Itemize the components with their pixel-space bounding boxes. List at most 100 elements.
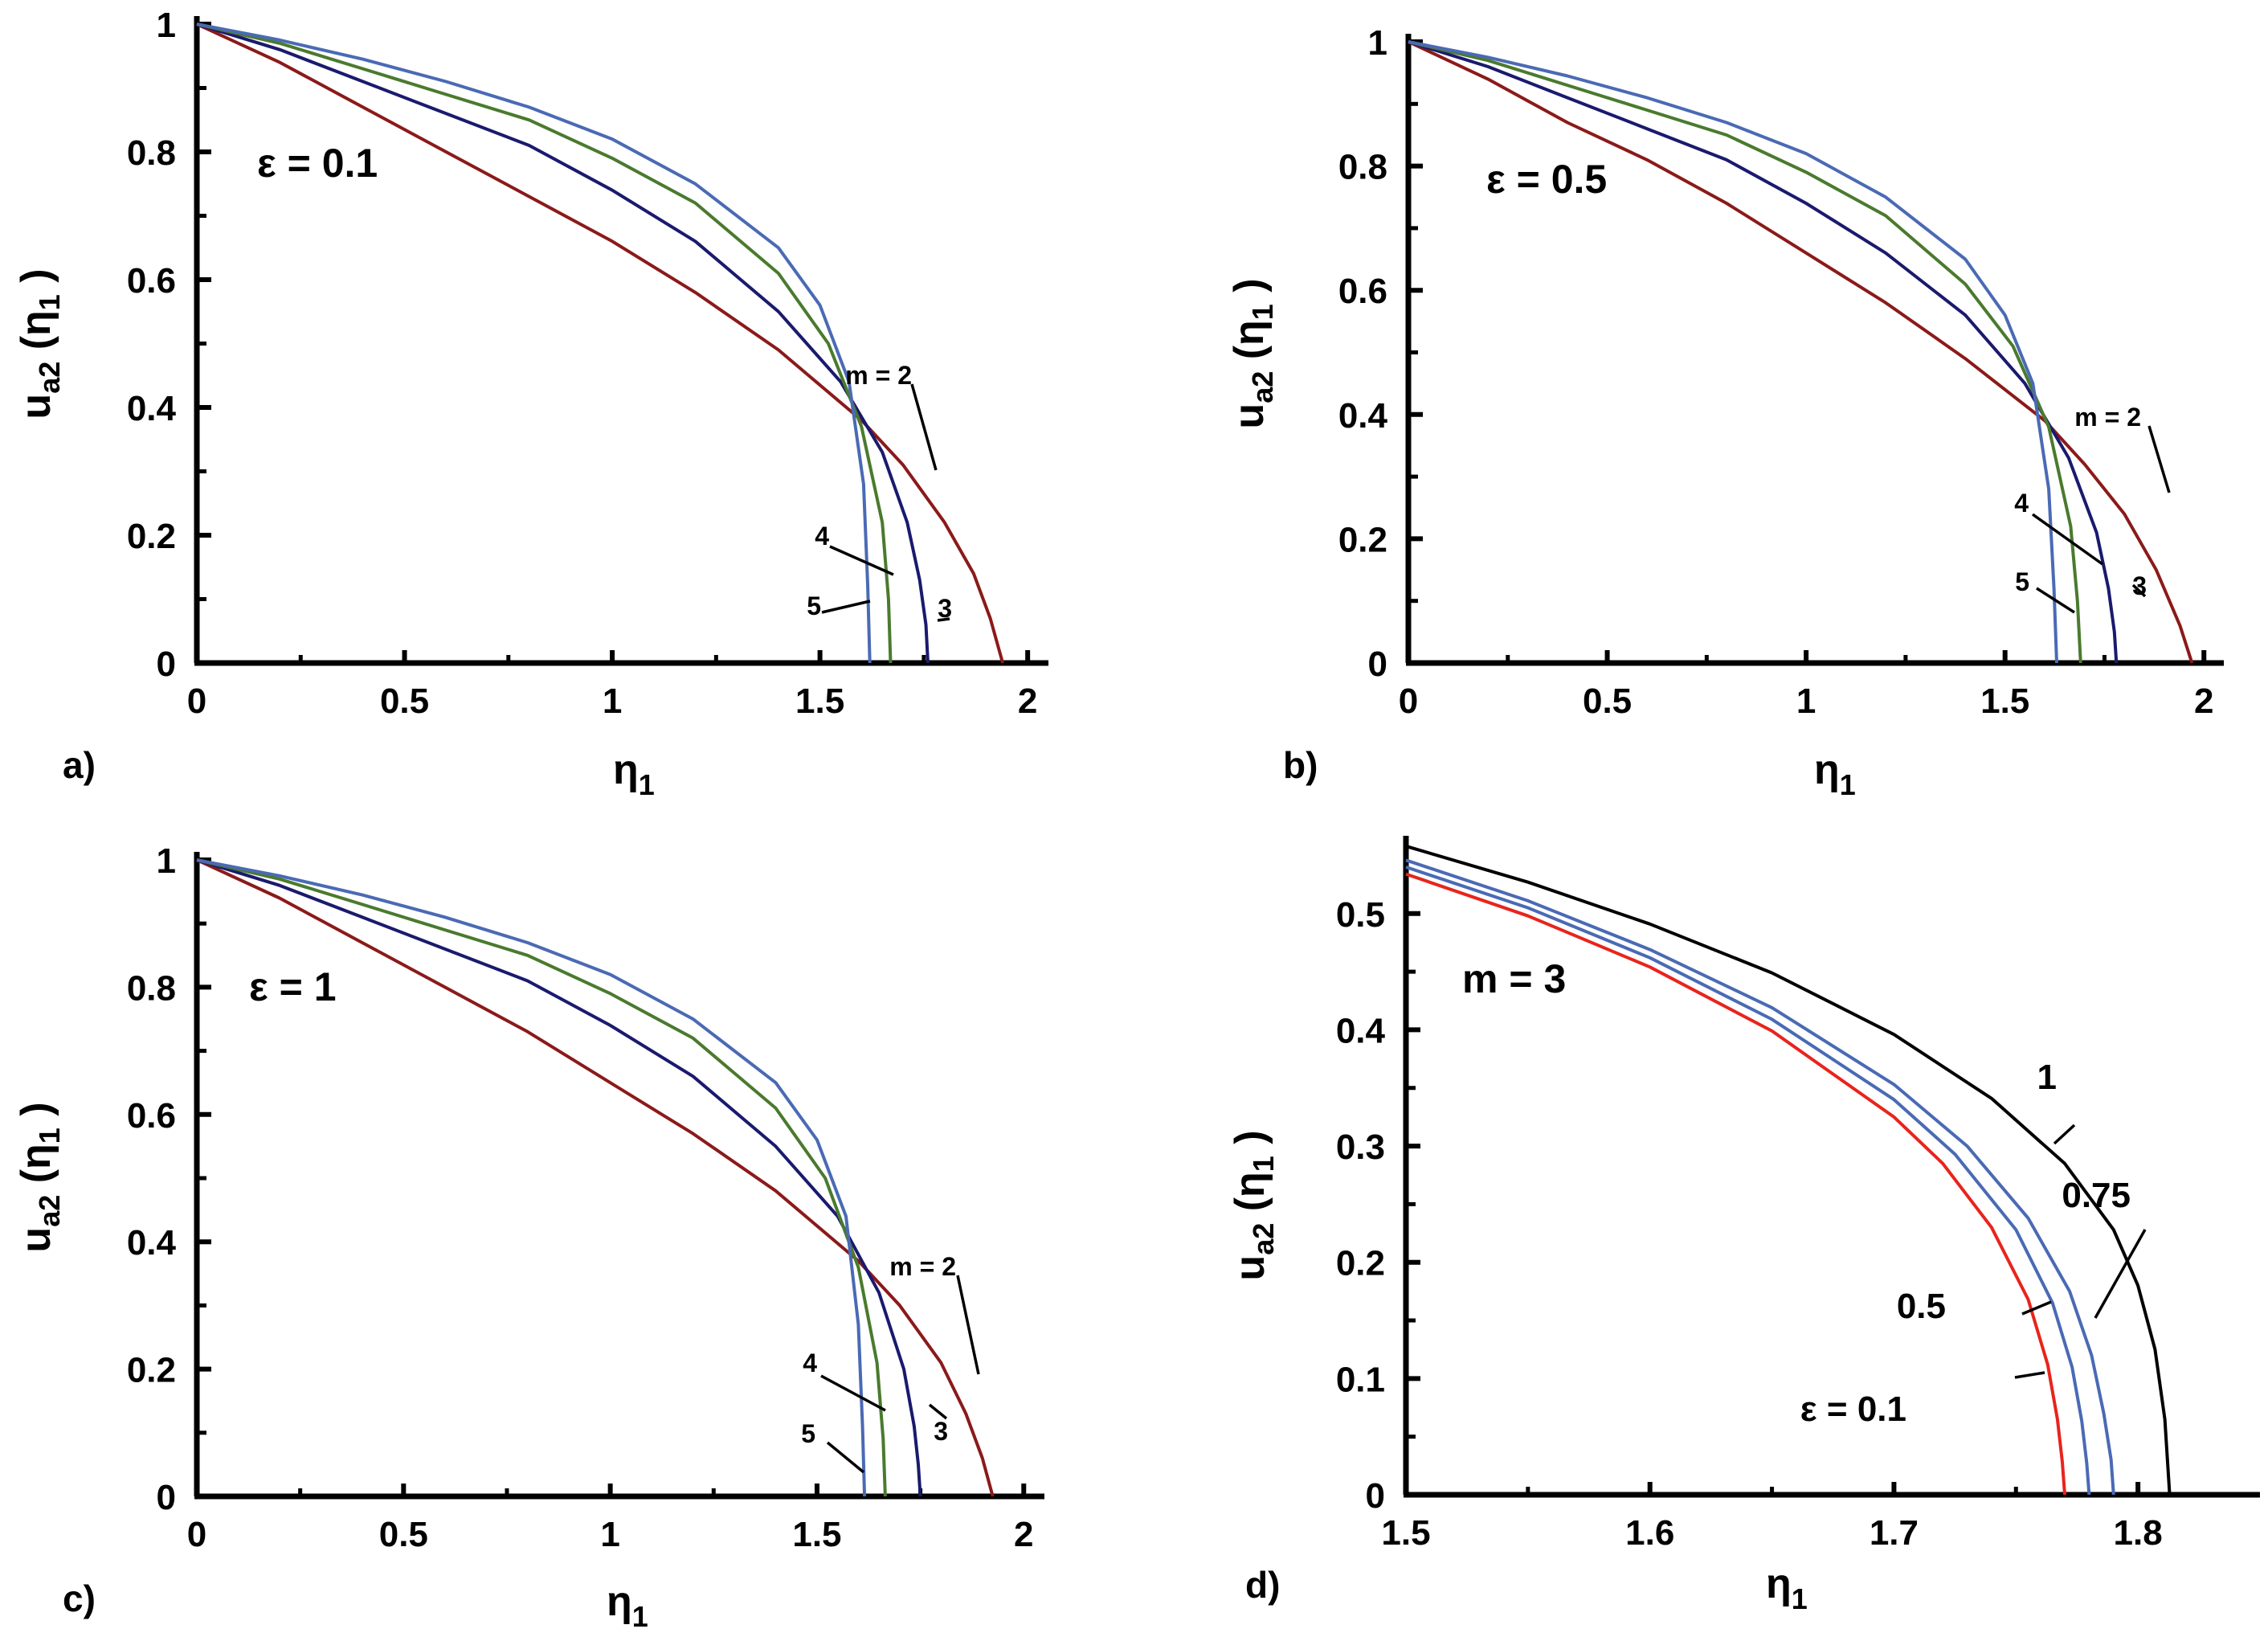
y-axis-label-part: 1	[1247, 1156, 1280, 1172]
curve-label-leader	[2021, 1300, 2052, 1316]
x-axis-label: η1	[1814, 747, 1856, 801]
y-axis-label-part: 1	[1246, 304, 1279, 320]
series-line-2	[1405, 858, 2115, 1496]
curve-label-leader	[821, 600, 871, 614]
y-tick-label: 0.6	[127, 1096, 176, 1136]
series-line-1	[1405, 844, 2172, 1496]
series-line-3	[1408, 40, 2082, 664]
y-axis-label-part: a2	[33, 1195, 66, 1227]
x-axis-label-main: η	[1766, 1561, 1792, 1607]
x-tick-label: 0	[1399, 681, 1418, 721]
y-tick-label: 0.2	[127, 517, 176, 556]
series-line-3	[196, 858, 887, 1497]
y-tick-label: 0.4	[127, 1223, 177, 1263]
y-axis-label-part: u	[1226, 403, 1273, 429]
x-tick-label: 1.8	[2114, 1513, 2163, 1553]
x-tick-label: 0.5	[380, 681, 429, 721]
curve-label: 1	[2037, 1058, 2057, 1097]
y-axis-label-part: u	[1227, 1255, 1273, 1281]
y-tick-label: 0.4	[1338, 396, 1388, 436]
curve-label-leader	[2147, 425, 2171, 493]
curve-label: 3	[2132, 571, 2147, 600]
curve-label: 4	[803, 1349, 817, 1377]
y-axis-label-part: u	[13, 394, 59, 420]
y-tick-label: 1	[1368, 23, 1387, 63]
curve-label: 5	[807, 591, 821, 620]
y-axis-label-part: )	[1227, 1130, 1273, 1156]
series-line-4	[196, 23, 872, 664]
y-axis-label: ua2 (η1 )	[1226, 278, 1279, 428]
y-tick-label: 0	[1368, 645, 1387, 684]
series-line-4	[196, 858, 867, 1497]
chart-panel-2: 0 0.5 1 1.5 2 0 0.2 0.4 0.6 0.8 1 m = 2 3 4 5 ε = 0.5 b)…	[1226, 23, 2224, 801]
y-axis-label-part: a2	[33, 362, 66, 394]
curve-label-leader	[910, 383, 938, 471]
curve-label-leader	[2053, 1123, 2076, 1145]
y-tick-label: 0.5	[1336, 895, 1385, 935]
curve-label-leader	[937, 617, 950, 622]
series-line-1	[1408, 40, 2194, 664]
x-tick-label: 0.5	[1583, 681, 1632, 721]
panel-annotation: ε = 0.5	[1486, 157, 1607, 202]
curve-label: m = 2	[845, 361, 912, 390]
series-line-2	[196, 23, 930, 664]
curve-label-leader	[829, 545, 894, 576]
y-tick-label: 0.8	[127, 968, 176, 1008]
x-axis-label-sub: 1	[639, 768, 655, 801]
x-tick-label: 1.5	[1381, 1513, 1430, 1553]
panel-tag: b)	[1283, 744, 1318, 786]
y-tick-label: 0.4	[127, 389, 177, 428]
y-tick-label: 0	[1366, 1476, 1385, 1516]
x-axis-label-main: η	[1814, 747, 1840, 793]
y-axis-label: ua2 (η1 )	[13, 268, 66, 419]
curve-label: m = 2	[2074, 403, 2141, 432]
y-tick-label: 0	[157, 645, 176, 684]
panel-annotation: ε = 0.1	[257, 141, 378, 186]
curve-label-leader	[928, 1403, 948, 1420]
curve-label: 3	[938, 594, 952, 623]
y-tick-label: 0.2	[127, 1351, 176, 1390]
curve-label: ε = 0.1	[1800, 1389, 1906, 1429]
x-axis-label-main: η	[607, 1578, 632, 1625]
y-tick-label: 0.3	[1336, 1128, 1385, 1167]
curve-label-leader	[826, 1441, 865, 1474]
y-axis-label-part: (η	[1226, 320, 1273, 371]
x-tick-label: 1.5	[792, 1515, 841, 1554]
y-axis-label-part: 1	[33, 1128, 66, 1144]
curve-label: 0.5	[1897, 1287, 1946, 1326]
series-line-4	[1405, 872, 2066, 1496]
curve-label: 4	[2014, 489, 2029, 518]
x-axis-label: η1	[613, 747, 655, 801]
x-tick-label: 1	[1796, 681, 1816, 721]
y-tick-label: 1	[157, 841, 176, 881]
x-tick-label: 1	[603, 681, 622, 721]
panel-annotation: ε = 1	[249, 964, 337, 1009]
y-tick-label: 0.2	[1336, 1244, 1385, 1283]
curve-label-leader	[2031, 513, 2104, 566]
y-tick-label: 0.6	[127, 261, 176, 301]
y-axis-label-part: )	[1226, 278, 1273, 304]
x-tick-label: 0	[187, 1515, 206, 1554]
chart-panel-1: 0 0.5 1 1.5 2 0 0.2 0.4 0.6 0.8 1 m = 2 3 4 5 ε = 0.1 a)…	[13, 6, 1048, 801]
x-tick-label: 2	[1014, 1515, 1033, 1554]
y-axis-label-part: 1	[33, 294, 66, 310]
y-tick-label: 0.2	[1338, 520, 1387, 559]
series-line-2	[1408, 40, 2119, 664]
series-line-3	[196, 23, 893, 664]
curve-label: 5	[801, 1419, 815, 1448]
y-axis-label-part: a2	[1247, 1223, 1280, 1255]
series-line-1	[196, 858, 995, 1497]
series-line-3	[1405, 866, 2091, 1496]
x-tick-label: 0	[187, 681, 206, 721]
x-tick-label: 1.5	[1980, 681, 2029, 721]
y-axis-label-part: )	[13, 268, 59, 294]
chart-panel-4: 1.5 1.6 1.7 1.8 0 0.1 0.2 0.3 0.4 0.5 1 0.75 0.5 ε = …	[1227, 836, 2260, 1615]
curve-label-leader	[956, 1275, 980, 1375]
curve-label: 5	[2015, 567, 2029, 596]
x-axis-label: η1	[1766, 1561, 1808, 1615]
panel-tag: c)	[63, 1578, 96, 1619]
x-tick-label: 1.5	[795, 681, 844, 721]
y-tick-label: 1	[157, 6, 176, 45]
